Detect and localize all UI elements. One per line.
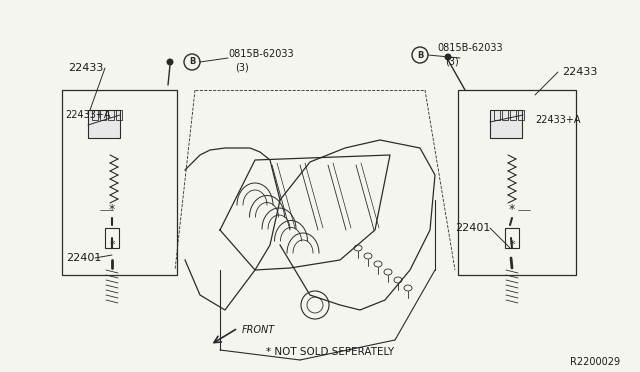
Text: 22433: 22433 bbox=[68, 63, 104, 73]
Text: 22433+A: 22433+A bbox=[65, 110, 111, 120]
Bar bbox=[88, 110, 120, 138]
Bar bbox=[92, 110, 98, 120]
Text: 22433+A: 22433+A bbox=[535, 115, 580, 125]
Bar bbox=[505, 228, 519, 248]
Text: B: B bbox=[189, 58, 195, 67]
Text: B: B bbox=[417, 51, 423, 60]
Bar bbox=[494, 110, 500, 120]
Text: (3): (3) bbox=[445, 57, 459, 67]
Bar bbox=[100, 110, 106, 120]
Bar bbox=[490, 110, 522, 138]
Text: *: * bbox=[109, 203, 115, 217]
Bar bbox=[108, 110, 114, 120]
Text: R2200029: R2200029 bbox=[570, 357, 620, 367]
Text: (3): (3) bbox=[235, 63, 249, 73]
Text: FRONT: FRONT bbox=[242, 325, 275, 335]
Bar bbox=[518, 110, 524, 120]
Bar bbox=[105, 228, 119, 248]
Text: 0815B-62033: 0815B-62033 bbox=[437, 43, 502, 53]
Text: *: * bbox=[509, 240, 515, 250]
FancyArrowPatch shape bbox=[214, 330, 236, 343]
Text: 22401: 22401 bbox=[454, 223, 490, 233]
Text: 22401: 22401 bbox=[66, 253, 101, 263]
Text: 0815B-62033: 0815B-62033 bbox=[228, 49, 294, 59]
Text: * NOT SOLD SEPERATELY: * NOT SOLD SEPERATELY bbox=[266, 347, 394, 357]
Ellipse shape bbox=[445, 54, 451, 61]
Text: *: * bbox=[509, 203, 515, 217]
Bar bbox=[458, 90, 576, 275]
Text: 22433: 22433 bbox=[562, 67, 597, 77]
Bar bbox=[510, 110, 516, 120]
Ellipse shape bbox=[166, 58, 173, 65]
Bar bbox=[502, 110, 508, 120]
Bar bbox=[62, 90, 177, 275]
Bar bbox=[116, 110, 122, 120]
Text: *: * bbox=[109, 240, 115, 250]
